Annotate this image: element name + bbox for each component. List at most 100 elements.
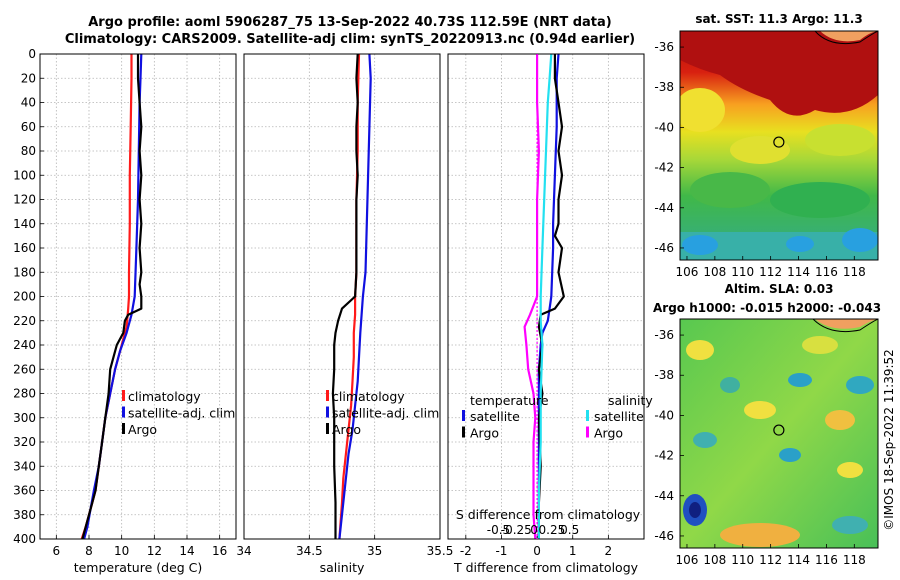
y-tick-label: 220 [13,314,36,328]
y-tick-label: 200 [13,290,36,304]
legend-swatch [326,390,329,401]
sst-map-title: sat. SST: 11.3 Argo: 11.3 [695,12,862,26]
legend-label: Argo [332,422,361,437]
sla-map-title-line2: Argo h1000: -0.015 h2000: -0.043 [653,301,881,315]
legend-swatch [586,410,589,421]
x-tick-label: 34.5 [296,544,323,558]
map-x-tick-label: 118 [843,553,866,567]
sla-x-ticks: 106 108 110 112 114 116 118 [676,544,866,567]
legend-label: satellite [470,409,520,424]
x-axis-label: T difference from climatology [453,560,639,575]
legend-swatch [462,410,465,421]
y-tick-label: 260 [13,362,36,376]
y-tick-label: 20 [21,71,36,85]
sla-map: Altim. SLA: 0.03 Argo h1000: -0.015 h200… [653,282,881,567]
x-tick-label: 35 [367,544,382,558]
map-x-tick-label: 106 [676,553,699,567]
s-tick-label: -0.25 [501,523,532,537]
sst-x-ticks: 106 108 110 112 114 116 118 [676,256,866,279]
x-tick-label: -2 [460,544,472,558]
map-x-tick-label: 108 [703,553,726,567]
y-tick-label: 340 [13,459,36,473]
x-axis-label: temperature (deg C) [74,560,203,575]
timestamp-stamp: ©IMOS 18-Sep-2022 11:39:52 [882,349,896,531]
x-tick-label: -1 [495,544,507,558]
map-x-tick-label: 108 [703,265,726,279]
sst-map: sat. SST: 11.3 Argo: 11.3 106 108 110 112 11… [654,12,879,279]
legend-swatch [462,426,465,438]
x-tick-label: 10 [114,544,129,558]
map-y-tick-label: -38 [654,80,674,94]
panel-frame [243,53,441,540]
legend-label: satellite-adj. clim [332,406,439,421]
series-line [537,53,553,539]
series-line [81,54,143,540]
map-y-tick-label: -36 [654,40,674,54]
x-tick-label: 12 [147,544,162,558]
map-x-tick-label: 114 [787,265,810,279]
map-x-tick-label: 110 [731,553,754,567]
map-x-tick-label: 116 [815,553,838,567]
temperature-panel: 6 8 10 12 14 16 temperature (deg C) 0 20 40 60 80 10… [13,47,237,575]
x-tick-label: 1 [569,544,577,558]
panel-frame [447,53,645,540]
series-line [338,53,372,540]
figure-title-line1: Argo profile: aoml 5906287_75 13-Sep-202… [88,15,612,30]
map-y-tick-label: -44 [654,489,674,503]
sst-argo-marker [773,136,785,148]
legend-swatch [122,390,125,401]
difference-panel: -2 -1 0 1 2 T difference from climatology S di… [447,53,653,575]
legend-label: climatology [332,389,405,404]
map-y-tick-label: -38 [654,368,674,382]
sst-field [680,31,878,260]
x-tick-label: 0 [533,544,541,558]
x-tick-label: 8 [85,544,93,558]
panel-frame [39,53,237,540]
y-tick-label: 80 [21,144,36,158]
map-x-tick-label: 110 [731,265,754,279]
y-tick-label: 100 [13,168,36,182]
y-tick-label: 180 [13,265,36,279]
x-tick-label: 2 [605,544,613,558]
salinity-panel: 34 34.5 35 35.5 salinity climatology satellite… [236,53,453,575]
map-y-tick-label: -46 [654,529,674,543]
legend-swatch [326,423,329,434]
figure-title-line2: Climatology: CARS2009. Satellite-adj cli… [64,32,636,47]
sla-map-title-line1: Altim. SLA: 0.03 [725,282,834,296]
y-tick-label: 160 [13,241,36,255]
x-tick-label: 14 [179,544,194,558]
x-tick-label: 6 [53,544,61,558]
series-line [537,53,560,539]
legend-title: temperature [470,393,549,408]
map-y-tick-label: -42 [654,449,674,463]
legend-label: satellite-adj. clim [128,406,235,421]
legend-swatch [122,406,125,418]
y-tick-label: 120 [13,193,36,207]
y-tick-label: 240 [13,338,36,352]
legend-swatch [122,423,125,434]
y-tick-label: 300 [13,411,36,425]
s-tick-label: -0.5 [487,523,510,537]
sla-y-ticks: -36 -38 -40 -42 -44 -46 [654,328,684,543]
series-line [331,53,359,539]
sla-argo-marker [773,424,785,436]
y-tick-label: 400 [13,532,36,546]
y-tick-label: 360 [13,484,36,498]
map-y-tick-label: -36 [654,328,674,342]
legend-swatch [586,426,589,438]
map-y-tick-label: -46 [654,241,674,255]
y-tick-label: 380 [13,508,36,522]
s-tick-label: 0 [530,523,538,537]
series-line [523,54,541,540]
sst-y-ticks: -36 -38 -40 -42 -44 -46 [654,40,684,255]
legend-label: Argo [128,422,157,437]
y-tick-label: 0 [28,47,36,61]
x-tick-label: 34 [236,544,251,558]
map-x-tick-label: 114 [787,553,810,567]
legend-label: Argo [470,426,499,441]
s-tick-label: 0.5 [560,523,579,537]
x-tick-label: 16 [212,544,227,558]
s-tick-label: 0.25 [539,523,566,537]
map-y-tick-label: -42 [654,161,674,175]
